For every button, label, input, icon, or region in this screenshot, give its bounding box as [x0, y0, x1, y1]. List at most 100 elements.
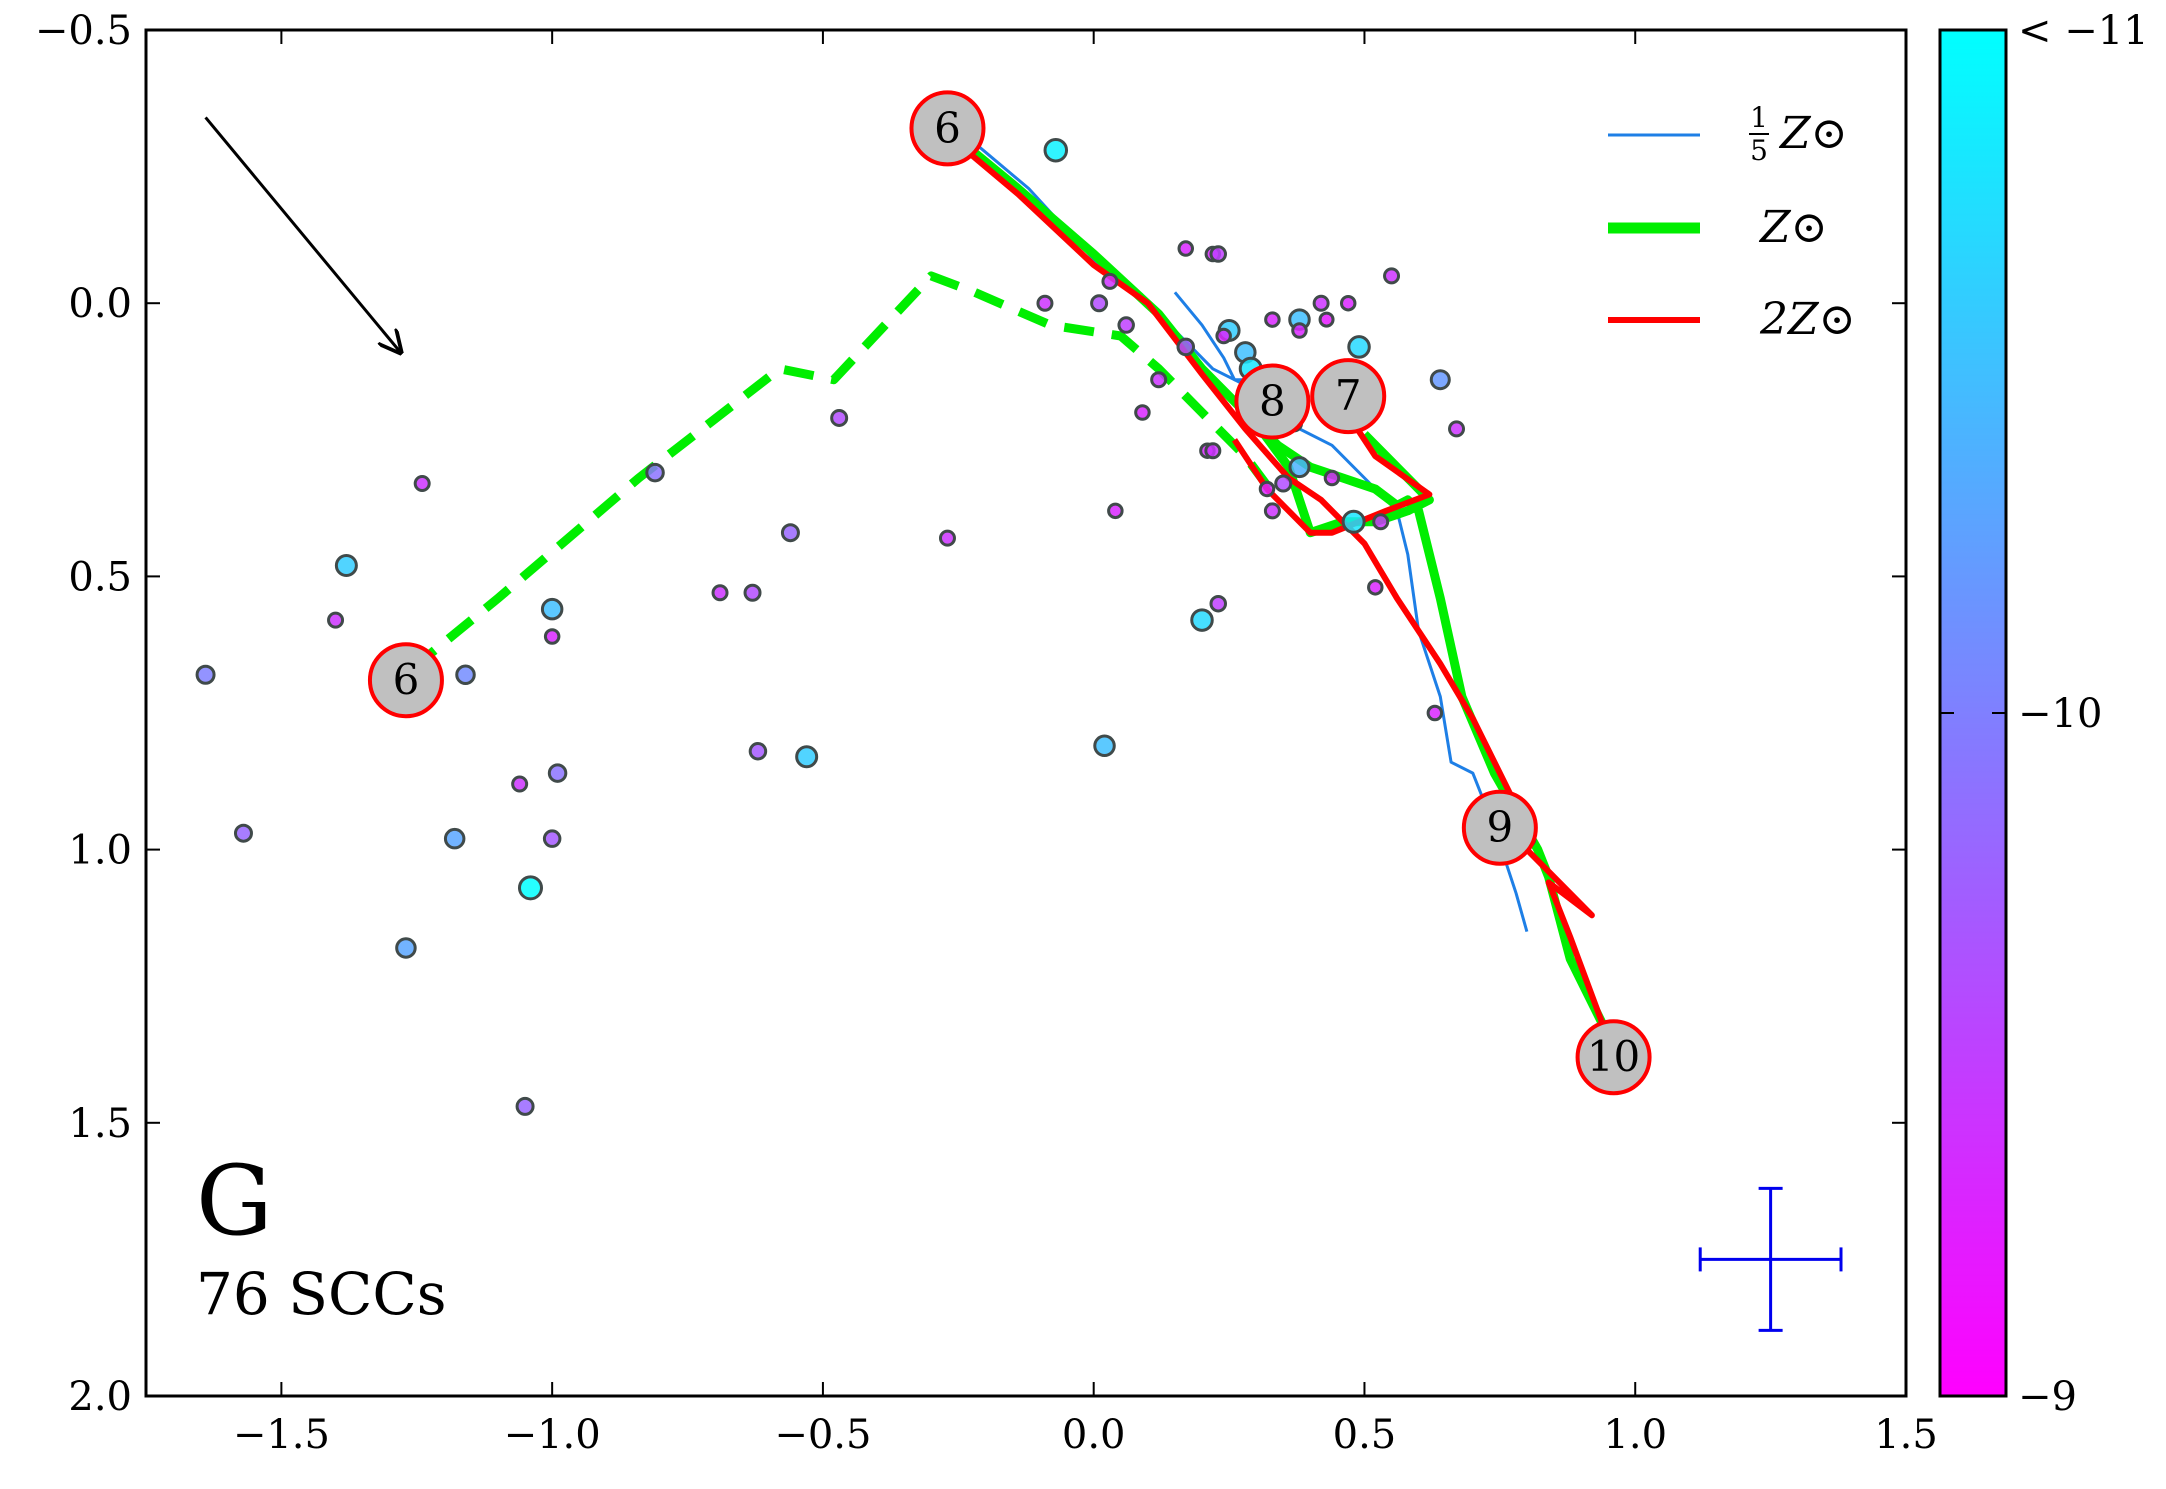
data-point	[1347, 335, 1371, 359]
data-point	[938, 529, 956, 547]
x-tick-label: −0.5	[774, 1412, 871, 1458]
y-tick-label: −0.5	[35, 8, 132, 54]
age-marker-circle	[367, 642, 444, 719]
data-point	[540, 597, 564, 621]
x-tick-label: 1.5	[1874, 1412, 1938, 1458]
data-point	[743, 583, 762, 602]
data-point	[455, 664, 476, 686]
data-point	[1209, 245, 1227, 263]
data-point	[1036, 294, 1054, 312]
data-point	[1190, 608, 1214, 632]
x-tick-label: −1.0	[504, 1412, 601, 1458]
data-point	[1429, 369, 1451, 391]
data-point	[1215, 327, 1232, 345]
data-point	[195, 664, 216, 685]
data-point	[1288, 456, 1311, 479]
colorbar-ticks: < −11 −10 −9	[1940, 8, 2149, 1420]
reddening-arrow	[204, 116, 401, 352]
legend-frac-num: 1	[1750, 101, 1768, 134]
data-point	[1426, 704, 1444, 722]
data-point	[1448, 420, 1466, 438]
data-point	[511, 775, 529, 793]
data-point	[1204, 442, 1222, 460]
x-tick-label: 1.0	[1603, 1412, 1667, 1458]
data-point	[1258, 480, 1276, 498]
track-line	[950, 137, 1617, 1059]
data-point	[515, 1096, 535, 1116]
data-point	[1134, 404, 1151, 421]
data-point	[1209, 594, 1227, 613]
legend-label-solar: Z⊙	[1758, 202, 1827, 253]
track-line	[408, 271, 1282, 673]
data-point	[830, 408, 849, 427]
data-point	[795, 745, 819, 769]
age-marker-label: 6	[934, 103, 961, 152]
age-marker-label: 9	[1486, 803, 1513, 852]
age-marker-label: 7	[1335, 371, 1362, 420]
age-markers: 6 6 8 7 9 10	[367, 90, 1652, 1096]
y-tick-label: 0.0	[68, 281, 132, 327]
x-tick-label: −1.5	[233, 1412, 330, 1458]
data-point	[1318, 311, 1335, 328]
data-point	[1117, 316, 1135, 334]
colorbar-tick-label: −10	[2018, 691, 2102, 737]
age-marker-label: 10	[1587, 1032, 1640, 1081]
data-point	[1291, 322, 1308, 339]
legend-label-fifth-solar: Z⊙	[1778, 108, 1847, 159]
data-point	[1264, 311, 1281, 328]
data-point	[1176, 337, 1196, 357]
data-point	[1177, 240, 1195, 257]
colorbar: < −11 −10 −9	[1938, 8, 2149, 1420]
age-marker-circle	[1234, 363, 1311, 440]
data-point	[1263, 502, 1281, 520]
data-point	[1090, 294, 1109, 313]
data-point	[542, 829, 562, 848]
data-point	[413, 475, 431, 493]
data-point	[443, 827, 466, 850]
panel-count: 76 SCCs	[196, 1260, 447, 1328]
panel-letter: G	[196, 1145, 273, 1257]
y-tick-label: 1.5	[68, 1101, 132, 1147]
y-tick-label: 0.5	[68, 554, 132, 600]
legend-label-double-solar: 2Z⊙	[1759, 294, 1855, 345]
plot-area	[144, 28, 1908, 1398]
data-point	[1274, 474, 1293, 493]
data-point	[748, 741, 768, 761]
data-point	[711, 584, 729, 602]
data-point	[543, 628, 561, 645]
age-marker-circle	[1310, 358, 1387, 435]
data-point	[1043, 137, 1069, 163]
data-point	[1093, 734, 1116, 758]
y-tick-label: 2.0	[68, 1374, 132, 1420]
data-point	[645, 462, 665, 483]
data-point	[1372, 513, 1390, 531]
age-marker-circle	[1575, 1019, 1652, 1096]
data-point	[517, 875, 543, 901]
data-point	[327, 611, 345, 629]
data-point	[233, 823, 253, 843]
legend-frac-den: 5	[1750, 134, 1768, 167]
legend: 1 5 Z⊙ Z⊙ 2Z⊙	[1608, 101, 1855, 345]
colorbar-tick-label: −9	[2018, 1374, 2077, 1420]
data-point	[1339, 294, 1357, 312]
data-point	[1107, 502, 1124, 520]
age-marker-label: 8	[1259, 377, 1286, 426]
data-point	[395, 937, 417, 959]
data-point	[334, 553, 358, 577]
data-point	[1312, 294, 1330, 312]
age-marker-circle	[1461, 789, 1538, 866]
age-marker-label: 6	[393, 655, 420, 704]
data-point	[1367, 579, 1384, 596]
data-point	[1101, 272, 1119, 290]
axis-ticks: −1.5 −1.0 −0.5 0.0 0.5 1.0 1.5 −0.5 0.0 0.5 1.0 1.5…	[35, 8, 1938, 1458]
data-point	[1341, 509, 1366, 534]
x-tick-label: 0.5	[1333, 1412, 1397, 1458]
data-point	[547, 763, 568, 783]
data-point	[1323, 469, 1341, 487]
colorbar-tick-label: < −11	[2018, 8, 2149, 54]
age-marker-circle	[909, 90, 986, 167]
x-tick-label: 0.0	[1062, 1412, 1126, 1458]
data-point	[780, 523, 800, 543]
data-point	[1150, 371, 1168, 389]
